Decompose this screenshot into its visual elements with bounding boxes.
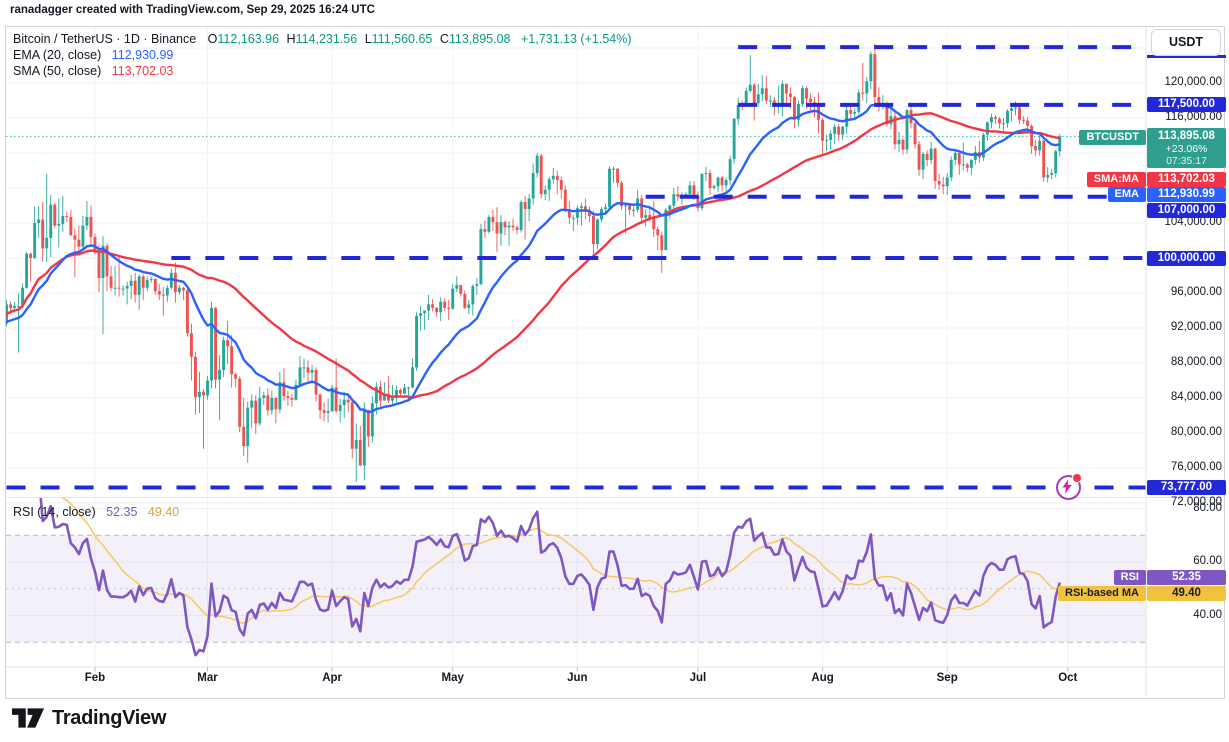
symbol-name-tag: BTCUSDT [1079, 129, 1146, 145]
close-value: 113,895.08 [448, 32, 511, 46]
symbol-header-row[interactable]: Bitcoin / TetherUS · 1D · Binance O112,1… [13, 32, 632, 46]
high-label: H [286, 32, 296, 46]
tradingview-logo[interactable]: TradingView [12, 707, 166, 730]
level-badge-11750000: 117,500.00 [1147, 97, 1226, 113]
ema-value: 112,930.99 [111, 48, 174, 62]
low-value: 111,560.65 [371, 32, 433, 46]
sma-indicator-row[interactable]: SMA (50, close) 113,702.03 [13, 64, 173, 78]
time-axis-label-jul: Jul [689, 672, 707, 684]
time-axis-label-sep: Sep [936, 672, 958, 684]
rsi-tick-60: 60.00 [1193, 555, 1222, 567]
level-badge-7377700: 73,777.00 [1147, 479, 1226, 495]
symbol-title[interactable]: Bitcoin / TetherUS · 1D · Binance [13, 32, 197, 46]
ema-name-tag: EMA [1107, 187, 1146, 202]
rsi-ma-value-badge: 49.40 [1147, 586, 1226, 601]
change-value: +1,731.13 (+1.54%) [521, 32, 632, 46]
rsi-label: RSI (14, close) [13, 505, 96, 519]
last-price-badge: 113,895.08 +23.06% 07:35:17 [1147, 128, 1226, 168]
watermark-attribution: ranadagger created with TradingView.com,… [10, 4, 375, 16]
time-axis-label-may: May [441, 672, 464, 684]
rsi-ma-name-tag: RSI-based MA [1058, 586, 1146, 601]
price-tick-88k: 88,000.00 [1170, 356, 1222, 368]
sma-value: 113,702.03 [111, 64, 174, 78]
sma-label: SMA (50, close) [13, 64, 102, 78]
time-axis-label-oct: Oct [1058, 672, 1078, 684]
rsi-tick-80: 80.00 [1193, 501, 1222, 514]
time-axis-label-jun: Jun [567, 672, 588, 684]
time-axis-label-apr: Apr [322, 672, 343, 684]
ema-indicator-row[interactable]: EMA (20, close) 112,930.99 [13, 48, 173, 62]
rsi-value: 52.35 [106, 505, 138, 519]
price-tick-116k: 116,000.00 [1165, 111, 1222, 123]
tradingview-logo-mark [12, 708, 45, 728]
level-badge-10700000: 107,000.00 [1147, 202, 1226, 218]
price-tick-80k: 80,000.00 [1170, 426, 1222, 438]
price-tick-120k: 120,000.00 [1164, 76, 1222, 88]
ema-label: EMA (20, close) [13, 48, 102, 62]
price-tick-76k: 76,000.00 [1170, 461, 1222, 473]
time-axis-label-feb: Feb [84, 672, 106, 684]
lightning-icon [1062, 478, 1072, 494]
currency-toggle-button[interactable]: USDT [1151, 29, 1221, 56]
tradingview-logo-text: TradingView [52, 707, 167, 729]
upper-level-badge-edge [1147, 54, 1226, 58]
price-tick-72k: 72,000.00 [1170, 496, 1222, 508]
ema-value-badge: 112,930.99 [1147, 187, 1226, 202]
rsi-ma-value: 49.40 [147, 505, 180, 519]
price-alert-button[interactable] [1056, 473, 1082, 500]
last-price-value: 113,895.08 [1158, 130, 1215, 142]
price-tick-92k: 92,000.00 [1170, 321, 1222, 333]
sma-name-tag: SMA:MA [1086, 171, 1146, 187]
rsi-value-badge: 52.35 [1147, 570, 1226, 585]
level-badge-10000000: 100,000.00 [1147, 250, 1226, 266]
open-value: 112,163.96 [217, 32, 280, 46]
sma-value-badge: 113,702.03 [1147, 171, 1226, 187]
low-label: L [364, 32, 372, 46]
time-axis-label-aug: Aug [811, 672, 834, 684]
rsi-tick-40: 40.00 [1193, 608, 1222, 621]
close-label: C [439, 32, 449, 46]
price-tick-84k: 84,000.00 [1170, 391, 1222, 403]
rsi-indicator-row[interactable]: RSI (14, close) 52.35 49.40 [13, 505, 179, 519]
bar-countdown-value: 07:35:17 [1166, 155, 1207, 167]
time-axis-label-mar: Mar [197, 672, 218, 684]
high-value: 114,231.56 [295, 32, 358, 46]
alert-notification-dot [1072, 473, 1082, 483]
rsi-name-tag: RSI [1113, 570, 1146, 585]
open-label: O [207, 32, 218, 46]
price-tick-96k: 96,000.00 [1170, 286, 1222, 298]
change-percent-value: +23.06% [1165, 143, 1208, 155]
price-tick-104k: 104,000.00 [1164, 216, 1222, 228]
